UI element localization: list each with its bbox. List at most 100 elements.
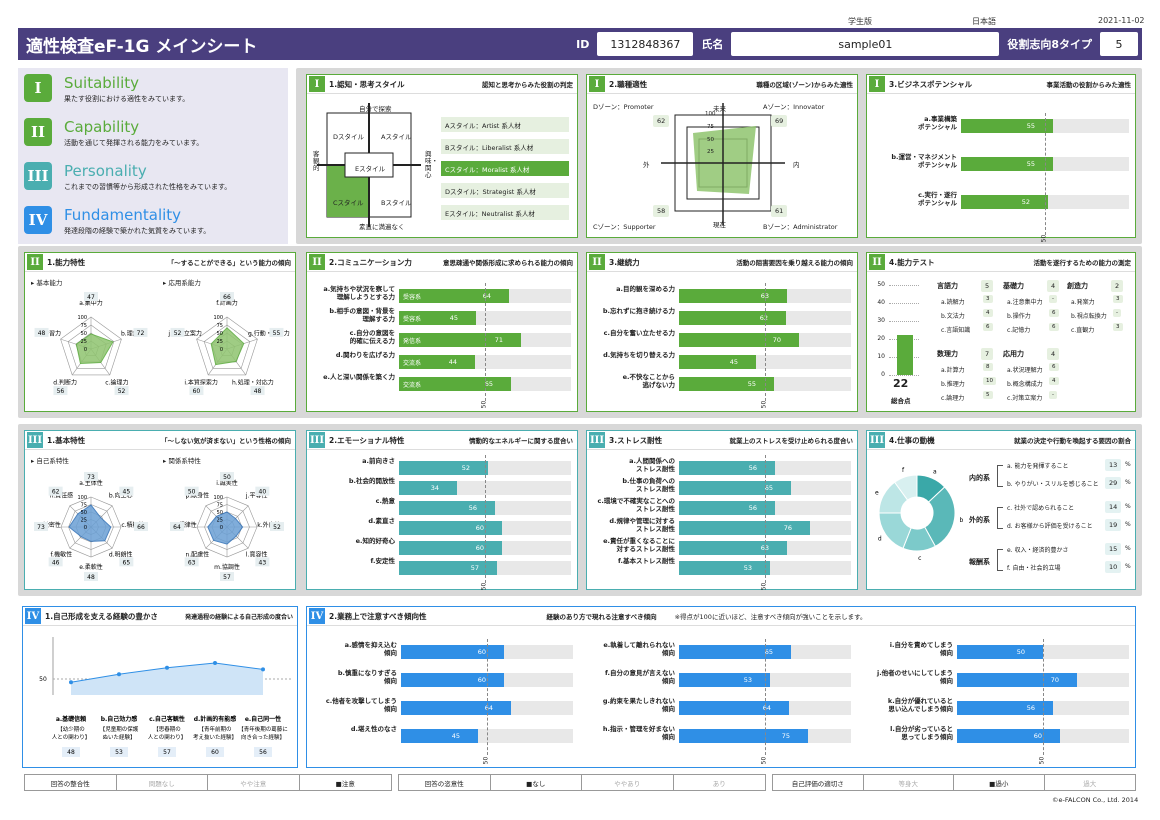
radar-label: g.緻密性 (37, 521, 61, 529)
radar-value: 50 (188, 489, 196, 496)
test-item-label: a.計算力 (941, 367, 965, 374)
panel-ability-traits: II 1.能力特性 「〜することができる」という能力の傾向 ▸ 基本能力 ▸ 応用系… (24, 252, 296, 412)
radar-value-box (269, 327, 284, 337)
bar-fill: 52 (399, 461, 488, 475)
grid-line (889, 303, 919, 304)
bar-fill: 71 発信系 (399, 333, 521, 347)
stress-bars: a.人間関係への ストレス耐性 56 b.仕事の負荷への ストレス耐性 65 c.環境で… (587, 431, 859, 591)
test-item-label: b.概念構成力 (1007, 381, 1043, 388)
panel-badge: I (869, 76, 885, 92)
bar-value: 65 (764, 648, 773, 656)
motive-item: d. お客様から評価を受けること (1007, 523, 1093, 530)
bar-label: c.実行・遂行 ポテンシャル (918, 191, 957, 207)
bar-label: e.執着して離れられない 傾向 (603, 641, 675, 657)
radar-value-box (119, 557, 134, 567)
bar-fill: 53 (679, 561, 770, 575)
radar-label: g.行動・実行力 (248, 329, 290, 337)
axis-50-line (485, 283, 486, 401)
bar-value: 60 (475, 544, 484, 552)
bar-value: 60 (475, 524, 484, 532)
bar-fill: 55 (679, 377, 774, 391)
self-eval-table: 自己評価の適切さ 等身大 ■過小 過大 (772, 774, 1136, 791)
radar-value: 40 (259, 489, 267, 496)
bar-value: 57 (470, 564, 479, 572)
test-group-score: 2 (1111, 280, 1124, 292)
grid-line (889, 285, 919, 286)
radar-label: b.理解力 (121, 329, 145, 337)
radar-tick: 75 (81, 323, 87, 329)
relation-trait-label: 関係系特性 (168, 457, 201, 465)
radar-value: 55 (273, 330, 281, 337)
test-group-score: 4 (1047, 280, 1060, 292)
axis-50-line (765, 455, 766, 583)
panel-communication: II 2.コミュニケーション力 意思疎通や関係形成に求められる能力の傾向 a.気持ち… (306, 252, 578, 412)
panel-title: 3.継続力 (609, 257, 640, 267)
radar-grid (60, 316, 122, 376)
radar-value: 66 (137, 524, 145, 531)
bar-label: c.他者を攻撃してしまう 傾向 (325, 697, 397, 713)
bar-label: b.忘れずに抱き続ける力 (602, 307, 675, 315)
communication-bars: a.気持ちや状況を察して 理解しようとする力 64 受容系 b.相手の意図・背景を 理… (307, 253, 579, 413)
panel-title: 2.業務上で注意すべき傾向性 (329, 611, 427, 621)
radar-area (68, 504, 112, 542)
test-group-name: 言語力 (937, 282, 958, 290)
persistence-bars: a.目的観を深める力 63 b.忘れずに抱き続ける力 62 c.自分を奮い立たせる力 70… (587, 253, 859, 413)
radar-value: 52 (273, 524, 281, 531)
axis-50-line (485, 455, 486, 583)
arbitrariness-opt-selected: ■なし (491, 775, 582, 790)
motivation-list: 内的系 a. 能力を発揮すること 13% b. やりがい・スリルを感じること 29% 外的… (967, 451, 1137, 591)
bar-value: 63 (760, 292, 769, 300)
panel-title: 4.能力テスト (889, 257, 935, 267)
bar-fill: 45 (679, 355, 756, 369)
ability-radar-charts: a.集中力47b.理解力72c.論理力52d.判断力56e.学習力4810075… (34, 292, 290, 396)
test-item-label: b.推理力 (941, 381, 965, 388)
bar-value: 64 (482, 292, 491, 300)
total-score-bar (897, 335, 913, 375)
test-item-score: 5 (983, 391, 993, 399)
motive-pct-unit: % (1125, 563, 1131, 570)
experience-value: 53 (115, 749, 123, 756)
bar-fill: 70 (679, 333, 799, 347)
bar-value: 64 (484, 704, 493, 712)
test-item-label: b.視点転換力 (1071, 313, 1107, 320)
radar-label: a.集中力 (79, 299, 103, 307)
radar-value-box (134, 522, 148, 531)
radar-label: o.規律性 (173, 521, 196, 529)
axis-50-line (765, 639, 766, 755)
zone-chart (661, 103, 785, 225)
panel-title: 2.エモーショナル特性 (329, 435, 405, 445)
radar-tick: 50 (217, 331, 223, 337)
test-item-score: 8 (983, 363, 993, 371)
experience-label: a.基礎信頼 (56, 715, 87, 723)
type-value: 5 (1100, 32, 1138, 56)
bar-fill: 63 (679, 541, 787, 555)
panel-experience: IV 1.自己形成を支える経験の豊かさ 発達過程の経験による自己形成の度合い 50 a… (22, 606, 298, 768)
legend-en: Personality (64, 162, 147, 180)
test-item-score: 6 (1049, 309, 1059, 317)
radar-value-box (48, 486, 63, 496)
motive-pct: 10 (1105, 561, 1122, 573)
bar-label: a.前向きさ (362, 457, 395, 465)
bar-label: a.人間関係への ストレス耐性 (629, 457, 675, 473)
radar-tick: 50 (81, 331, 87, 337)
radar-value-box (133, 327, 148, 337)
experience-value-box (254, 747, 272, 757)
radar-label: d.明朗性 (109, 551, 133, 559)
donut-slice (893, 474, 918, 501)
czone-score: 58 (653, 205, 670, 217)
axis-50-line (1045, 113, 1046, 235)
radar-label: j.対策立案力 (167, 329, 202, 337)
panel-desc: 認知と思考からみた役割の判定 (482, 81, 573, 89)
motive-group-name: 報酬系 (969, 558, 990, 566)
panel-badge: I (309, 76, 325, 92)
bar-value: 70 (1050, 676, 1059, 684)
panel-thinking-style: I 1.認知・思考スタイル 認知と思考からみた役割の判定 自分で探索 素直に満遍なく… (306, 74, 578, 238)
panel-motivation: III 4.仕事の動機 就業の決定や行動を喚起する要因の割合 a b c d e f 内的系 a… (866, 430, 1136, 590)
consistency-label: 回答の整合性 (25, 775, 117, 790)
radar-label: e.学習力 (37, 329, 61, 337)
donut-label: f (902, 467, 905, 474)
bar-fill: 45 受容系 (399, 311, 476, 325)
legend-jp: これまでの習慣等から形成された性格をみています。 (64, 183, 232, 191)
radar-value-box (250, 386, 265, 396)
experience-label: c.自己客観性 (149, 715, 185, 723)
